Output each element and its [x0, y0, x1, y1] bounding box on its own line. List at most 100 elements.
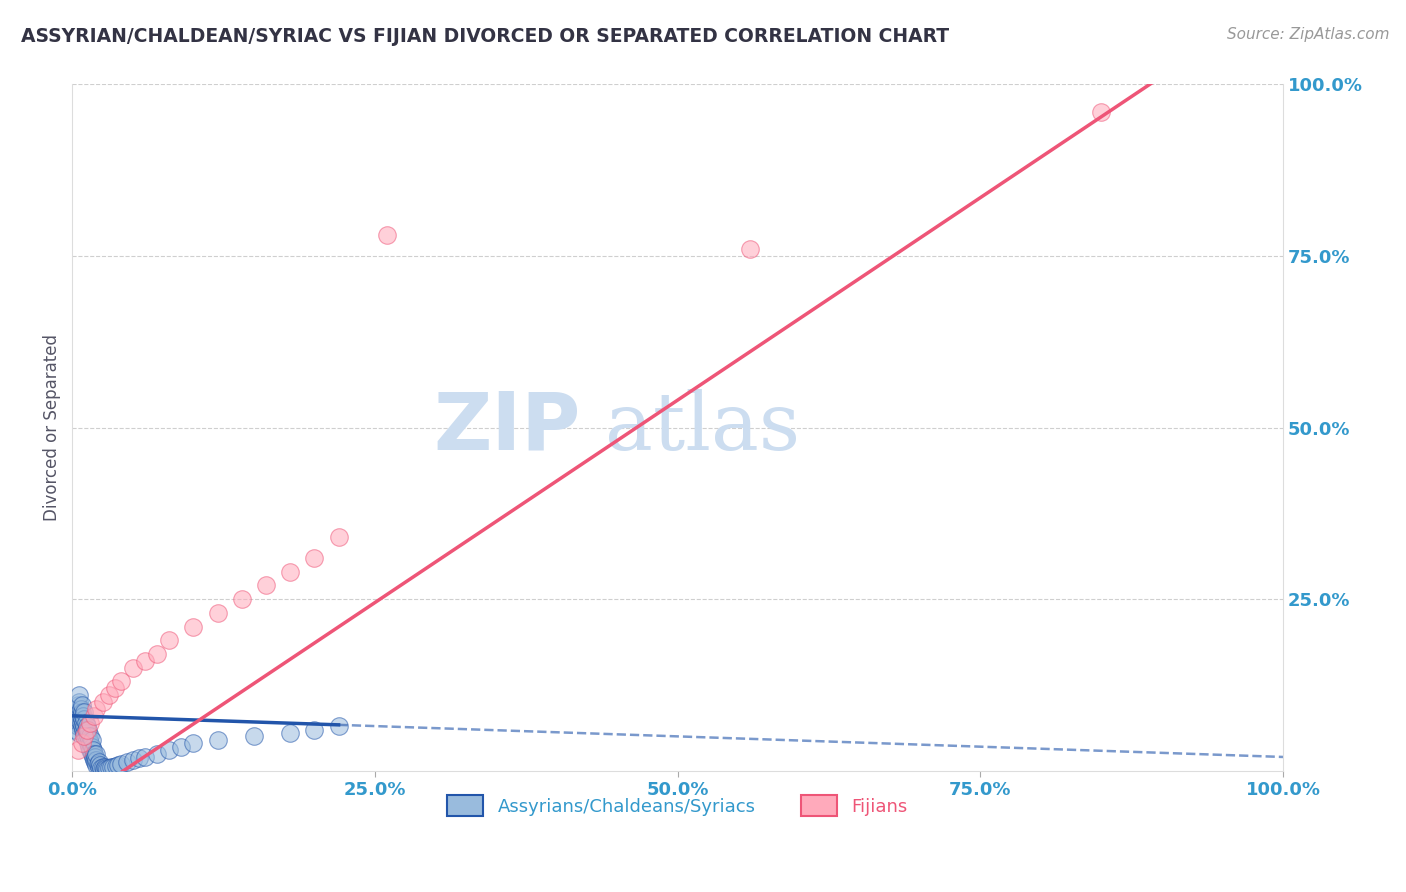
Point — [76, 732, 98, 747]
Text: ZIP: ZIP — [433, 389, 581, 467]
Point — [87, 756, 110, 770]
Point — [75, 730, 97, 744]
Point — [77, 723, 100, 737]
Point — [72, 715, 94, 730]
Point — [740, 242, 762, 256]
Point — [104, 681, 127, 696]
Point — [91, 759, 114, 773]
Point — [243, 730, 266, 744]
Point — [79, 736, 101, 750]
Point — [231, 592, 253, 607]
Point — [146, 747, 169, 761]
Point — [89, 758, 111, 772]
Text: atlas: atlas — [605, 389, 800, 467]
Point — [86, 702, 108, 716]
Point — [80, 747, 103, 761]
Point — [134, 654, 156, 668]
Point — [84, 756, 107, 770]
Point — [70, 706, 93, 720]
Point — [65, 702, 87, 716]
Point — [100, 760, 122, 774]
Point — [83, 708, 105, 723]
Point — [328, 530, 350, 544]
Point — [115, 756, 138, 770]
Point — [70, 698, 93, 713]
Point — [90, 761, 112, 775]
Point — [76, 726, 98, 740]
Y-axis label: Divorced or Separated: Divorced or Separated — [44, 334, 60, 521]
Point — [97, 761, 120, 775]
Point — [70, 712, 93, 726]
Point — [73, 712, 96, 726]
Point — [86, 747, 108, 761]
Point — [73, 730, 96, 744]
Point — [157, 633, 180, 648]
Point — [73, 706, 96, 720]
Point — [86, 756, 108, 771]
Point — [278, 726, 301, 740]
Point — [254, 578, 277, 592]
Point — [97, 688, 120, 702]
Point — [72, 723, 94, 737]
Point — [104, 759, 127, 773]
Point — [69, 702, 91, 716]
Point — [96, 762, 118, 776]
Point — [86, 758, 108, 772]
Point — [75, 715, 97, 730]
Point — [73, 726, 96, 740]
Point — [80, 732, 103, 747]
Point — [82, 750, 104, 764]
Point — [63, 708, 86, 723]
Point — [93, 762, 115, 776]
Point — [66, 706, 89, 720]
Point — [67, 719, 90, 733]
Text: Source: ZipAtlas.com: Source: ZipAtlas.com — [1226, 27, 1389, 42]
Point — [304, 723, 326, 737]
Point — [75, 723, 97, 737]
Point — [86, 753, 108, 767]
Point — [121, 753, 143, 767]
Point — [83, 747, 105, 761]
Text: ASSYRIAN/CHALDEAN/SYRIAC VS FIJIAN DIVORCED OR SEPARATED CORRELATION CHART: ASSYRIAN/CHALDEAN/SYRIAC VS FIJIAN DIVOR… — [21, 27, 949, 45]
Point — [84, 750, 107, 764]
Point — [94, 761, 117, 775]
Point — [91, 695, 114, 709]
Point — [375, 228, 398, 243]
Point — [207, 606, 229, 620]
Point — [181, 619, 204, 633]
Point — [70, 736, 93, 750]
Point — [66, 715, 89, 730]
Point — [110, 674, 132, 689]
Point — [76, 723, 98, 737]
Point — [170, 739, 193, 754]
Point — [157, 743, 180, 757]
Point — [107, 758, 129, 772]
Point — [128, 751, 150, 765]
Point — [80, 739, 103, 754]
Point — [79, 743, 101, 757]
Legend: Assyrians/Chaldeans/Syriacs, Fijians: Assyrians/Chaldeans/Syriacs, Fijians — [440, 789, 915, 823]
Point — [82, 743, 104, 757]
Point — [207, 732, 229, 747]
Point — [146, 647, 169, 661]
Point — [67, 743, 90, 757]
Point — [69, 695, 91, 709]
Point — [87, 760, 110, 774]
Point — [76, 719, 98, 733]
Point — [65, 723, 87, 737]
Point — [121, 661, 143, 675]
Point — [73, 719, 96, 733]
Point — [77, 730, 100, 744]
Point — [72, 708, 94, 723]
Point — [134, 750, 156, 764]
Point — [67, 712, 90, 726]
Point — [83, 753, 105, 767]
Point — [79, 715, 101, 730]
Point — [77, 736, 100, 750]
Point — [94, 760, 117, 774]
Point — [103, 759, 125, 773]
Point — [1090, 104, 1112, 119]
Point — [328, 719, 350, 733]
Point — [69, 688, 91, 702]
Point — [69, 708, 91, 723]
